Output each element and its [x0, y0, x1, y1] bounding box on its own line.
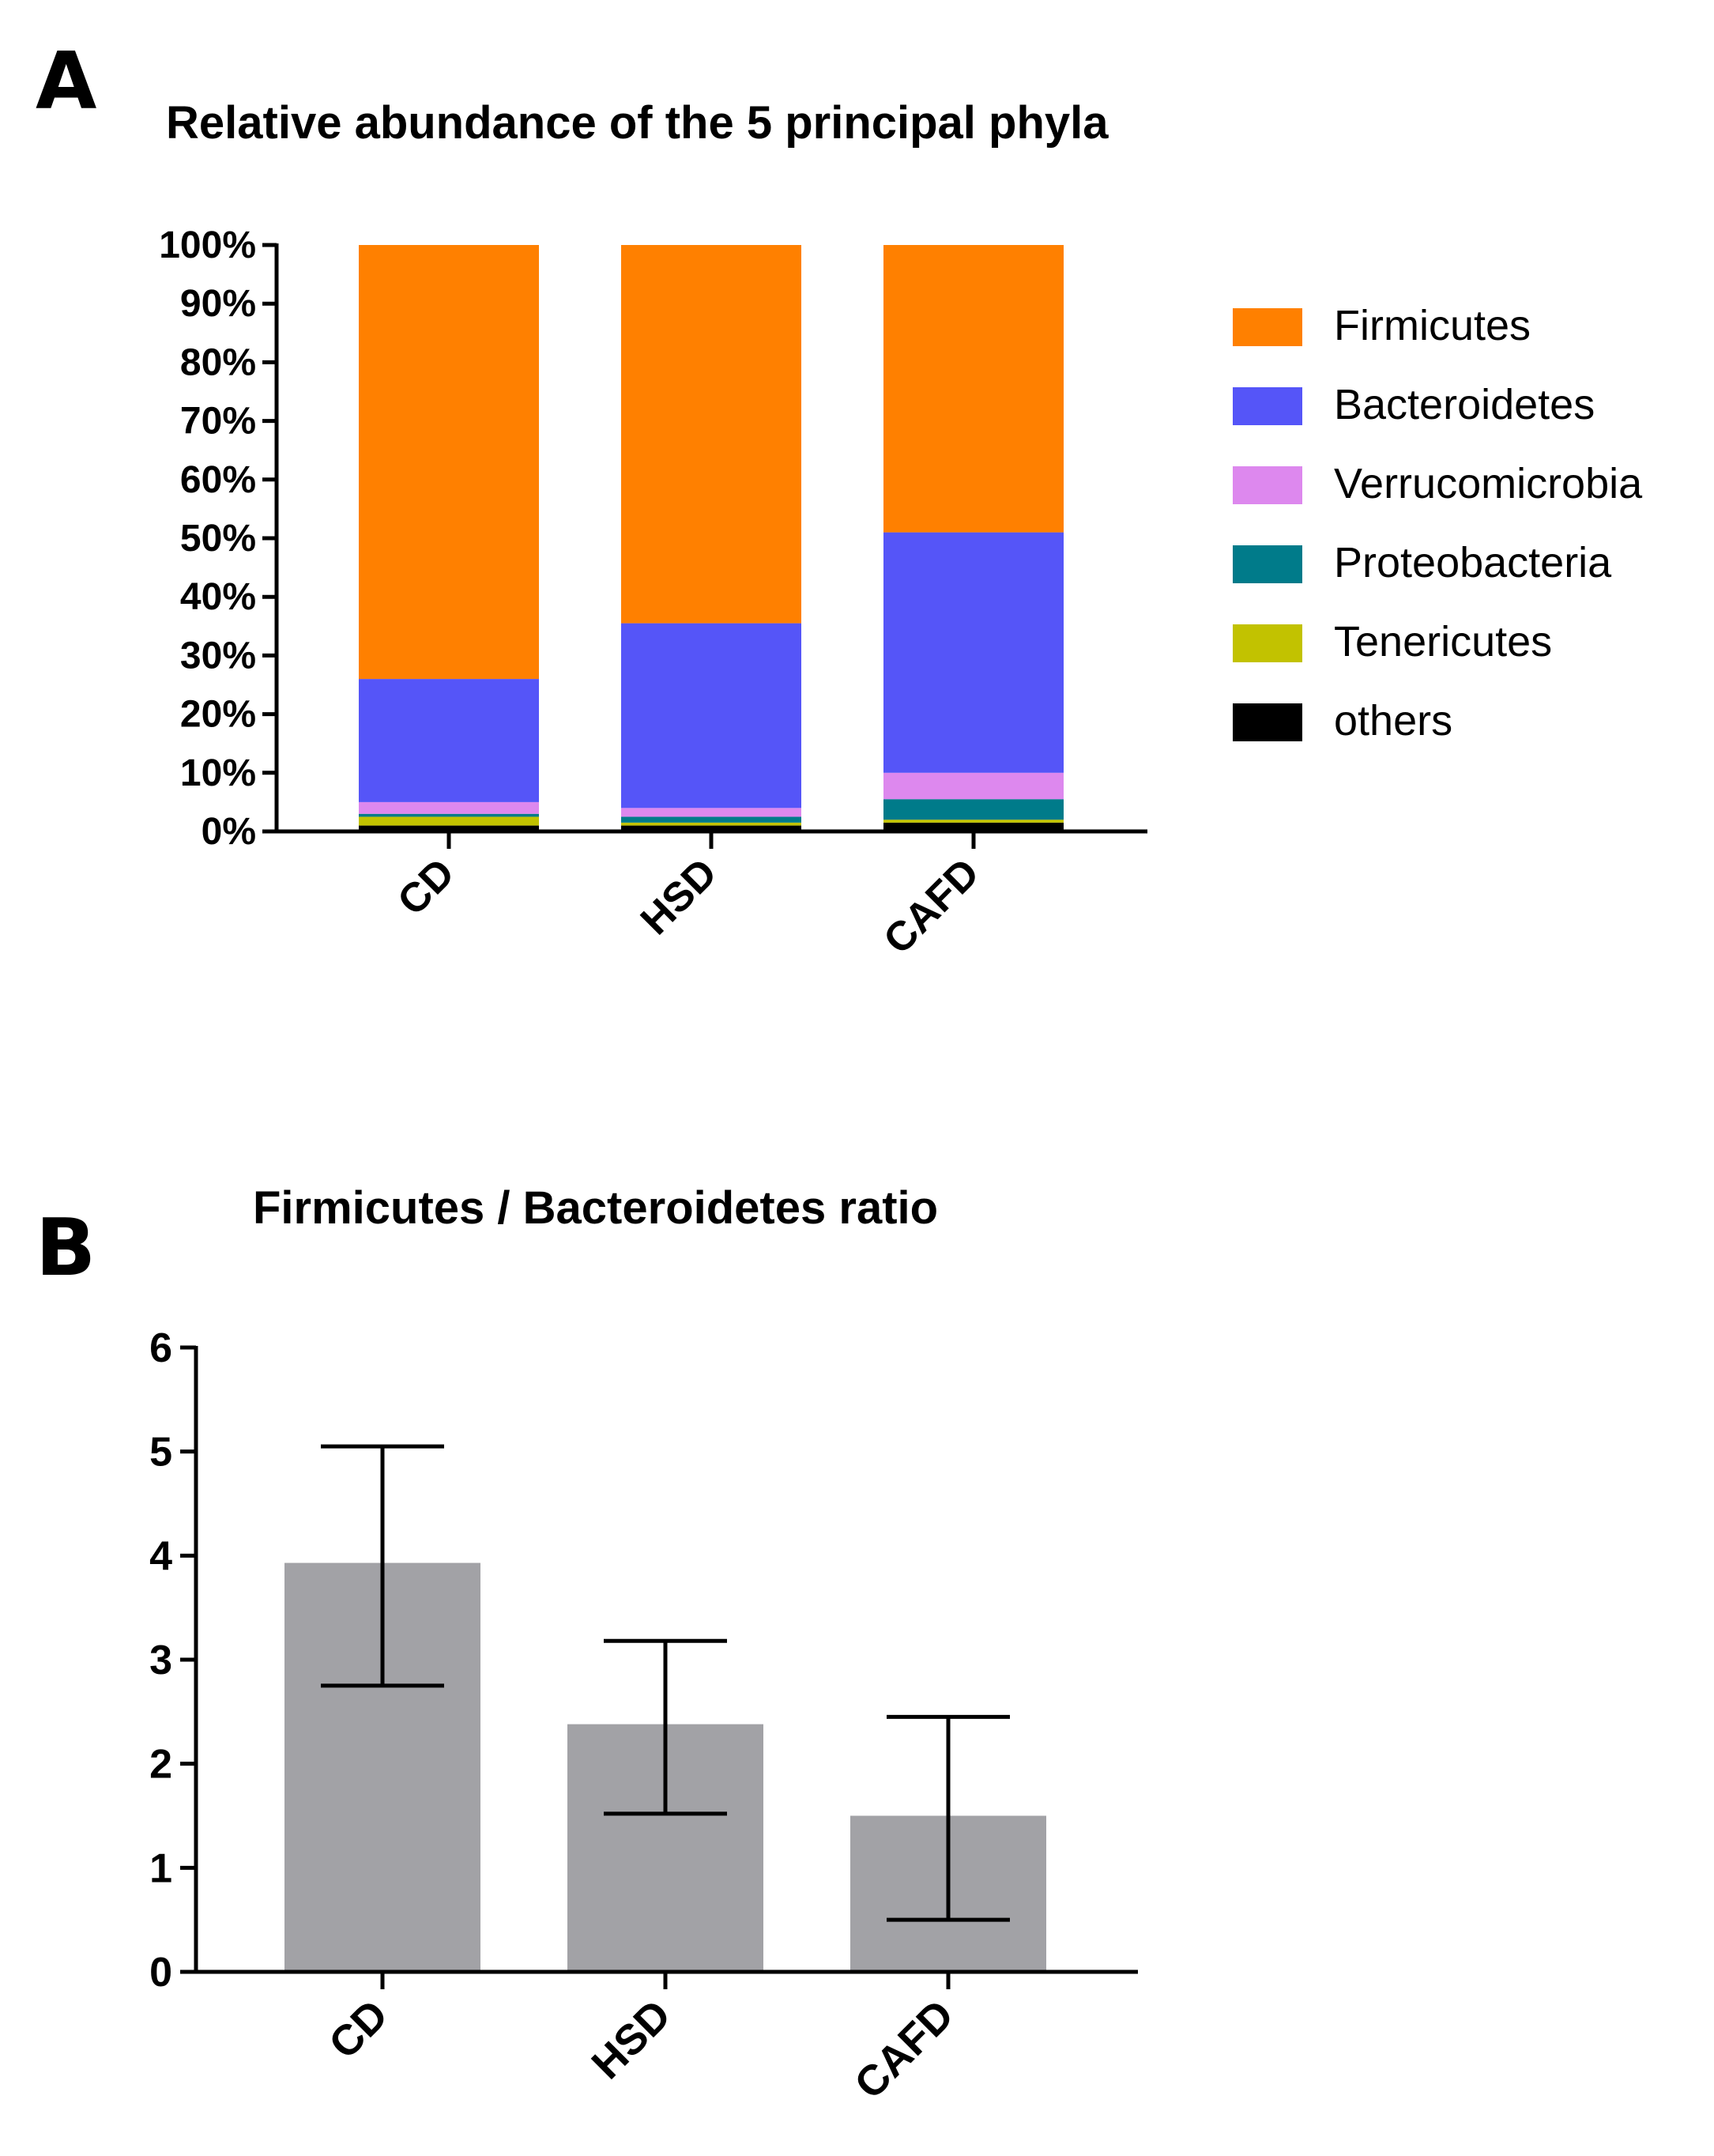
legend-swatch-firmicutes [1233, 308, 1302, 346]
error-bar-hsd [604, 1638, 727, 1816]
legend-label-tenericutes: Tenericutes [1334, 618, 1552, 665]
bar-cafd-tenericutes [883, 820, 1064, 823]
panel-a-x-label-hsd: HSD [632, 850, 726, 944]
legend-swatch-verrucomicrobia [1233, 466, 1302, 504]
bar-cafd-bacteroidetes [883, 532, 1064, 773]
bar-hsd-proteobacteria [621, 816, 801, 823]
panel-a-x-label-cafd: CAFD [875, 850, 988, 963]
panel-a-y-tick-label: 10% [180, 752, 256, 794]
panel-a-y-tick-label: 30% [180, 635, 256, 677]
bar-cd-firmicutes [359, 245, 539, 680]
panel-b-chart: 0 1 2 3 4 5 6 CD HSD CAFD [149, 1325, 1138, 2109]
panel-b-y-tick-label: 0 [149, 1950, 172, 1996]
panel-a-y-tick-label: 0% [202, 811, 256, 853]
panel-b-y-tick-label: 2 [149, 1742, 172, 1788]
panel-a-x-label-cd: CD [389, 850, 463, 924]
panel-b-y-tick-label: 3 [149, 1638, 172, 1683]
bar-hsd-bacteroidetes [621, 623, 801, 808]
bar-cd-others [359, 825, 539, 831]
panel-a-title: Relative abundance of the 5 principal ph… [166, 97, 1109, 149]
panel-a-y-tick-label: 90% [180, 283, 256, 325]
bar-hsd-others [621, 825, 801, 831]
bar-cd-tenericutes [359, 816, 539, 826]
bar-cafd-firmicutes [883, 245, 1064, 533]
panel-b-y-tick-label: 4 [149, 1533, 172, 1579]
panel-b-x-label-cafd: CAFD [846, 1991, 962, 2108]
legend-label-bacteroidetes: Bacteroidetes [1334, 381, 1595, 428]
panel-b-x-label-hsd: HSD [582, 1991, 680, 2088]
legend-swatch-tenericutes [1233, 624, 1302, 662]
bar-cd-bacteroidetes [359, 679, 539, 802]
legend-label-proteobacteria: Proteobacteria [1334, 539, 1612, 586]
legend-label-others: others [1334, 697, 1452, 744]
panel-b-y-tick-label: 5 [149, 1430, 172, 1476]
legend-swatch-proteobacteria [1233, 545, 1302, 583]
panel-a-y-tick-label: 50% [180, 518, 256, 560]
legend-swatch-bacteroidetes [1233, 387, 1302, 425]
panel-b-letter: B [36, 1201, 96, 1294]
panel-b-title: Firmicutes / Bacteroidetes ratio [253, 1182, 938, 1234]
error-bar-cafd [887, 1714, 1010, 1922]
legend-label-firmicutes: Firmicutes [1334, 302, 1531, 349]
error-bar-cd [321, 1444, 444, 1688]
panel-a-y-tick-label: 40% [180, 576, 256, 618]
bar-cd-proteobacteria [359, 813, 539, 817]
bar-hsd-tenericutes [621, 822, 801, 826]
bar-hsd-firmicutes [621, 245, 801, 624]
panel-a-y-tick-label: 80% [180, 341, 256, 383]
bar-cafd-proteobacteria [883, 799, 1064, 820]
bar-cd-verrucomicrobia [359, 801, 539, 814]
panel-a-y-tick-label: 70% [180, 401, 256, 443]
panel-a-letter: A [36, 35, 96, 127]
panel-a-y-tick-label: 100% [159, 224, 256, 266]
panel-a-chart: 0% 10% 20% 30% 40% 50% 60% 70% 80% 90% 100% CD HSD CA… [159, 224, 1147, 963]
legend-label-verrucomicrobia: Verrucomicrobia [1334, 460, 1643, 507]
bar-hsd-verrucomicrobia [621, 808, 801, 817]
panel-b-y-tick-label: 6 [149, 1325, 172, 1371]
panel-b-x-label-cd: CD [320, 1991, 397, 2068]
bar-cafd-verrucomicrobia [883, 772, 1064, 800]
legend-swatch-others [1233, 703, 1302, 741]
panel-a-y-tick-label: 20% [180, 694, 256, 736]
panel-b-y-tick-label: 1 [149, 1845, 172, 1891]
panel-a-legend: Firmicutes Bacteroidetes Verrucomicrobia Pr… [1233, 302, 1643, 744]
bar-cafd-others [883, 822, 1064, 831]
panel-a-y-tick-label: 60% [180, 459, 256, 501]
